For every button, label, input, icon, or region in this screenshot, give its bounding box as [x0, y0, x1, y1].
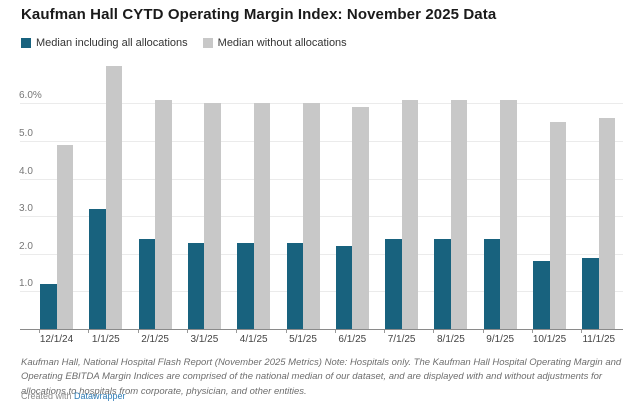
bar-without-allocations: [500, 99, 517, 329]
legend-item-without-allocations: Median without allocations: [202, 37, 347, 49]
legend-label: Median without allocations: [217, 37, 347, 49]
bar-without-allocations: [204, 103, 221, 329]
bar-with-allocations: [187, 242, 205, 329]
x-axis-label: 2/1/25: [141, 334, 169, 345]
legend-swatch-with-allocations: [21, 38, 31, 48]
bar-without-allocations: [598, 118, 616, 329]
bar-without-allocations: [253, 103, 271, 329]
x-axis-label: 8/1/25: [436, 334, 465, 345]
legend-swatch-without-allocations: [202, 38, 213, 48]
gridline-2.0: [20, 253, 623, 255]
bar-with-allocations: [533, 261, 550, 329]
bar-with-allocations: [582, 257, 599, 329]
bar-without-allocations: [155, 99, 172, 329]
bar-without-allocations: [549, 122, 566, 329]
bar-with-allocations: [138, 238, 156, 329]
x-axis-tick: [186, 329, 188, 333]
x-axis-label: 12/1/24: [39, 334, 74, 345]
x-axis-tick: [39, 329, 40, 333]
y-axis-label: 2.0: [19, 240, 33, 252]
bar-without-allocations: [401, 99, 419, 329]
bar-with-allocations: [335, 246, 353, 329]
legend-item-with-allocations: Median including all allocations: [21, 37, 188, 49]
x-axis-tick: [532, 329, 533, 333]
x-axis-tick: [334, 329, 336, 333]
x-axis-tick: [384, 329, 386, 333]
bar-without-allocations: [303, 103, 320, 329]
x-axis-label: 11/1/25: [582, 334, 616, 345]
bar-with-allocations: [483, 238, 501, 329]
gridline-4.0: [20, 178, 623, 180]
gridline-6.0%: [20, 103, 623, 105]
y-axis-label: 1.0: [19, 278, 33, 290]
x-axis-label: 4/1/25: [239, 334, 268, 345]
x-axis-label: 9/1/25: [486, 334, 515, 345]
x-axis-tick: [581, 329, 583, 333]
bar-with-allocations: [237, 242, 254, 329]
bar-with-allocations: [40, 283, 57, 329]
page-title: Kaufman Hall CYTD Operating Margin Index…: [21, 6, 497, 23]
bar-with-allocations: [385, 238, 402, 329]
gridline-3.0: [20, 216, 623, 218]
bar-without-allocations: [450, 99, 468, 329]
bar-without-allocations: [352, 107, 369, 329]
y-axis-label: 3.0: [19, 203, 33, 215]
attribution: Created with Datawrapper: [21, 391, 126, 401]
y-axis-label: 5.0: [19, 128, 33, 139]
x-axis-tick: [433, 329, 435, 333]
bar-without-allocations: [56, 144, 73, 329]
gridline-5.0: [20, 141, 623, 142]
x-axis-label: 10/1/25: [532, 334, 567, 345]
y-axis-label: 4.0: [19, 165, 33, 177]
bar-with-allocations: [434, 238, 451, 329]
x-axis-tick: [482, 329, 484, 333]
plot-area: 1.0 2.0 3.0 4.0 5.0 6.0% 12/1/24 1/1/25 2/1/25 3/…: [0, 53, 640, 345]
y-axis-label: 6.0%: [19, 90, 42, 102]
x-axis-label: 5/1/25: [289, 334, 317, 345]
bar-with-allocations: [286, 242, 303, 329]
x-axis-label: 1/1/25: [91, 334, 120, 345]
x-axis-tick: [285, 329, 287, 333]
x-axis-line: [20, 329, 623, 330]
legend-label: Median including all allocations: [36, 37, 188, 49]
datawrapper-link[interactable]: Datawrapper: [74, 391, 126, 401]
attribution-prefix: Created with: [21, 391, 75, 401]
x-axis-label: 7/1/25: [387, 334, 416, 345]
x-axis-label: 6/1/25: [338, 334, 367, 345]
x-axis-tick: [236, 329, 238, 333]
chart-legend: Median including all allocations Median …: [21, 37, 347, 49]
x-axis-tick: [88, 329, 90, 333]
bar-with-allocations: [89, 208, 106, 329]
x-axis-label: 3/1/25: [190, 334, 219, 345]
x-axis-tick: [137, 329, 139, 333]
gridline-1.0: [20, 291, 623, 293]
source-note: Kaufman Hall, National Hospital Flash Re…: [21, 357, 622, 397]
bar-without-allocations: [105, 65, 123, 329]
